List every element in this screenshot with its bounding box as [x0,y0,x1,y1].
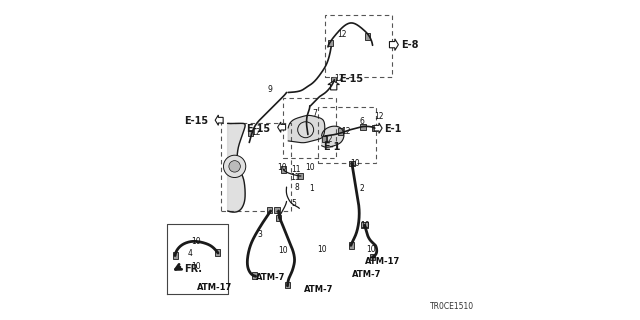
Text: 10: 10 [191,237,200,246]
Text: TR0CE1510: TR0CE1510 [431,302,474,311]
Polygon shape [374,123,382,133]
Bar [349,242,355,249]
Bar [370,254,375,260]
Polygon shape [321,126,344,147]
Text: 10: 10 [278,246,288,255]
Text: ATM-7: ATM-7 [352,270,381,279]
Bar [372,125,378,131]
Polygon shape [228,123,245,211]
Polygon shape [288,116,324,142]
Bar [362,222,368,228]
Bar [328,40,333,46]
Text: 10: 10 [306,164,316,172]
Text: 10: 10 [277,164,287,172]
Text: ATM-17: ATM-17 [365,257,400,266]
Polygon shape [328,81,339,90]
Text: E-8: E-8 [401,40,419,50]
Bar [338,128,343,134]
Text: 12: 12 [340,127,350,136]
Text: 12: 12 [323,135,333,144]
Text: 9: 9 [268,85,272,94]
Text: ATM-17: ATM-17 [197,283,232,292]
Text: 11: 11 [290,173,300,182]
Text: FR.: FR. [184,264,202,274]
Text: 2: 2 [360,184,365,193]
Text: 3: 3 [258,230,263,239]
Text: 10: 10 [366,245,376,254]
Bar [275,207,280,213]
Text: 5: 5 [291,198,296,207]
Text: 10: 10 [191,262,200,271]
Text: 4: 4 [188,250,193,259]
Bar [252,272,257,279]
Bar [284,98,336,158]
Text: E-1: E-1 [384,124,401,134]
Bar [215,249,220,256]
Bar [319,108,376,163]
Text: 7: 7 [312,109,317,118]
Text: E-15: E-15 [246,124,271,134]
Bar [360,124,365,130]
Polygon shape [278,122,285,132]
Text: ATM-7: ATM-7 [304,284,333,293]
Text: 12: 12 [252,128,261,137]
Text: ATM-7: ATM-7 [256,273,285,282]
Bar [365,33,370,40]
Bar [221,123,291,211]
Bar [267,207,272,213]
Circle shape [229,161,241,172]
Bar [285,282,290,288]
Text: 10: 10 [350,159,360,168]
Text: 12: 12 [337,30,347,39]
Circle shape [298,122,314,138]
Bar [248,130,253,136]
Bar [349,161,355,166]
Text: 11: 11 [291,165,301,174]
Bar [281,166,286,173]
Bar [298,173,303,179]
Text: 8: 8 [294,183,300,192]
Text: 10: 10 [317,245,326,254]
Text: 12: 12 [374,113,383,122]
Bar [322,136,327,142]
Text: E-1: E-1 [323,142,340,152]
Polygon shape [215,115,223,125]
Text: E-15: E-15 [184,116,208,126]
Bar [173,252,178,259]
Text: 1: 1 [309,184,314,193]
Text: 6: 6 [360,117,365,126]
Text: E-15: E-15 [339,74,364,84]
Bar [276,215,281,221]
Text: 12: 12 [334,74,344,83]
Bar [324,15,392,77]
Bar [331,76,336,83]
Text: 10: 10 [360,221,369,230]
Circle shape [223,155,246,178]
Polygon shape [390,39,398,51]
